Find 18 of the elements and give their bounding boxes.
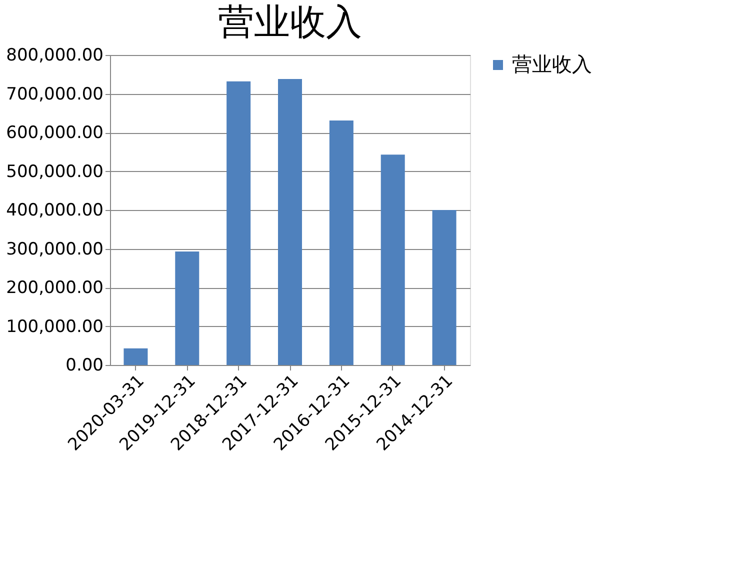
bar — [432, 210, 456, 365]
y-tick-label: 100,000.00 — [6, 316, 104, 337]
bar — [329, 120, 354, 365]
legend-label: 营业收入 — [512, 52, 592, 76]
bar — [380, 154, 405, 365]
chart-title: 营业收入 — [218, 2, 362, 43]
bar — [124, 348, 148, 365]
y-tick-label: 700,000.00 — [6, 84, 104, 104]
y-tick-label: 300,000.00 — [6, 239, 104, 260]
y-tick-label: 400,000.00 — [6, 200, 104, 220]
y-tick-label: 600,000.00 — [6, 123, 104, 143]
y-tick-label: 800,000.00 — [6, 46, 104, 66]
y-tick-label: 200,000.00 — [6, 278, 104, 298]
y-tick-label: 0.00 — [66, 356, 104, 376]
bar — [175, 251, 200, 365]
bar — [278, 79, 302, 365]
y-tick-label: 500,000.00 — [6, 162, 104, 182]
bar — [226, 81, 251, 365]
